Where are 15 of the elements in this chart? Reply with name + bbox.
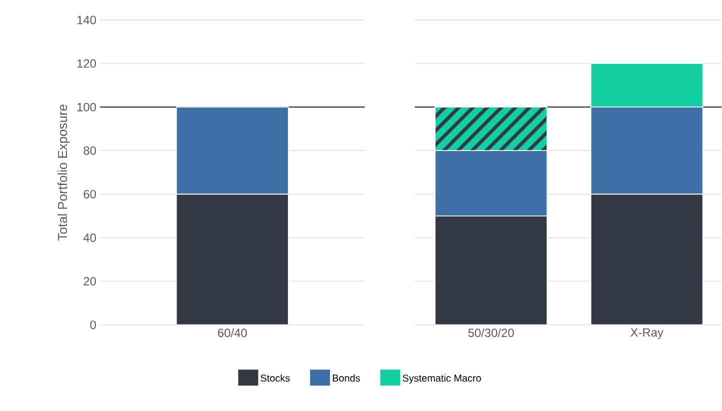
x-tick-label: 50/30/20 xyxy=(468,328,514,338)
y-tick-label: 60 xyxy=(84,190,96,199)
y-tick-label: 20 xyxy=(84,277,96,286)
y-tick-label: 100 xyxy=(77,102,96,112)
y-axis-title: Total Portfolio Exposure xyxy=(58,104,70,241)
y-tick-label: 120 xyxy=(77,59,96,68)
y-tick-label: 140 xyxy=(77,16,96,24)
y-tick-label: 40 xyxy=(83,234,96,242)
legend-label: Systematic Macro xyxy=(402,374,481,384)
x-tick-label: 60/40 xyxy=(218,328,247,338)
y-tick-label: 0 xyxy=(90,320,96,330)
legend-label: Bonds xyxy=(332,374,360,382)
y-tick-label: 80 xyxy=(84,146,96,155)
x-tick-label: X-Ray xyxy=(630,328,664,340)
legend-label: Stocks xyxy=(260,374,290,382)
